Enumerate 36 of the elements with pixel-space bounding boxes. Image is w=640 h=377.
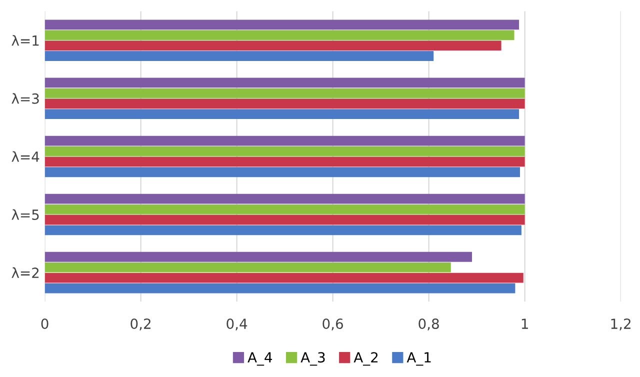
legend-label: A_3 <box>300 352 325 366</box>
bar <box>44 225 522 236</box>
bar <box>44 109 520 120</box>
bar <box>44 30 514 40</box>
bar <box>44 156 525 167</box>
y-tick-label: λ=2 <box>12 267 39 278</box>
bar <box>44 204 525 214</box>
bar <box>44 252 472 262</box>
y-tick-label: λ=3 <box>12 93 39 104</box>
bar <box>44 283 516 294</box>
legend-label: A_2 <box>354 352 378 366</box>
bar <box>44 20 520 30</box>
bar <box>44 272 524 283</box>
bar <box>44 98 525 109</box>
bar <box>44 40 502 51</box>
bar <box>44 194 525 204</box>
bar <box>44 51 434 61</box>
bar <box>44 167 520 178</box>
bar <box>44 146 525 156</box>
bar <box>44 88 525 98</box>
legend-label: A_1 <box>406 352 431 366</box>
legend-label: A_4 <box>248 352 272 366</box>
bar <box>44 214 525 225</box>
x-tick-label: 0,8 <box>418 318 439 330</box>
y-tick-label: λ=1 <box>12 35 39 46</box>
y-tick-label: λ=5 <box>12 209 39 220</box>
x-tick-label: 0 <box>41 318 48 330</box>
bar <box>44 78 525 88</box>
y-tick-label: λ=4 <box>12 151 40 162</box>
bar <box>44 136 525 146</box>
x-tick-label: 0,6 <box>322 318 343 330</box>
x-tick-label: 1,2 <box>611 318 630 330</box>
bar <box>44 262 451 272</box>
x-tick-label: 0,4 <box>226 318 248 330</box>
x-tick-label: 1 <box>522 318 528 329</box>
x-tick-label: 0,2 <box>130 318 150 330</box>
